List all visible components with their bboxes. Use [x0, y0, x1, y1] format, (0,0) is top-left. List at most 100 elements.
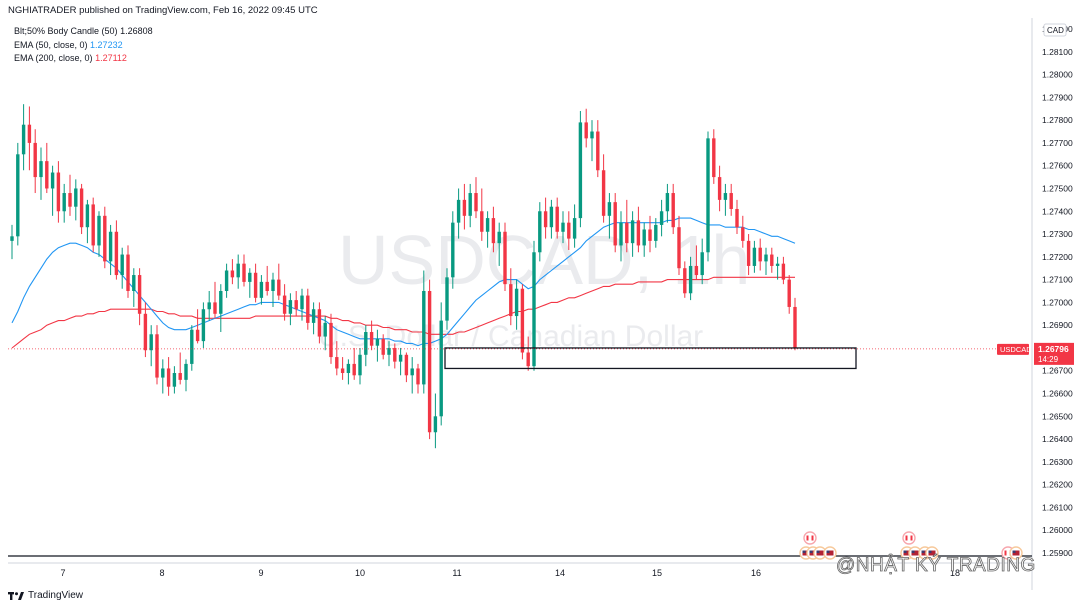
candle[interactable] [462, 183, 467, 230]
candle[interactable] [427, 279, 432, 440]
candle[interactable] [56, 161, 61, 223]
candle[interactable] [398, 347, 403, 376]
candle[interactable] [723, 183, 728, 216]
candle[interactable] [700, 238, 704, 285]
candle[interactable] [39, 147, 43, 200]
candle[interactable] [665, 183, 670, 223]
candle[interactable] [538, 202, 542, 262]
candle[interactable] [62, 183, 66, 223]
currency-badge[interactable]: CAD [1043, 23, 1067, 37]
candle[interactable] [21, 104, 26, 171]
candle[interactable] [149, 325, 153, 367]
price-axis[interactable]: 1.282001.281001.280001.279001.278001.277… [997, 23, 1074, 558]
event-marker-cad[interactable] [902, 531, 916, 545]
candle[interactable] [10, 224, 14, 260]
candle[interactable] [143, 302, 148, 358]
event-marker-usd[interactable] [925, 546, 939, 560]
candle[interactable] [404, 352, 409, 383]
candle[interactable] [758, 238, 762, 271]
candle[interactable] [393, 343, 397, 369]
candle[interactable] [561, 211, 565, 244]
economic-events[interactable] [799, 531, 1023, 560]
legend-row-ema50[interactable]: EMA (50, close, 0) 1.27232 [14, 39, 153, 53]
candle[interactable] [729, 183, 733, 216]
time-axis[interactable]: 7 8 9 10 11 14 15 16 18 [60, 568, 960, 578]
candle[interactable] [277, 263, 281, 301]
candle[interactable] [50, 165, 55, 216]
event-marker-usd[interactable] [823, 546, 837, 560]
candle[interactable] [161, 359, 165, 394]
candle[interactable] [497, 222, 501, 266]
candle[interactable] [781, 256, 786, 285]
candle[interactable] [746, 234, 751, 276]
candle[interactable] [358, 347, 362, 385]
candle[interactable] [74, 179, 78, 221]
candle[interactable] [468, 183, 472, 228]
candle[interactable] [155, 325, 159, 385]
legend-row-ema200[interactable]: EMA (200, close, 0) 1.27112 [14, 52, 153, 66]
candle[interactable] [543, 197, 548, 239]
candle[interactable] [787, 275, 791, 314]
candle[interactable] [555, 197, 559, 239]
candle[interactable] [282, 284, 287, 321]
support-zone-rectangle[interactable] [444, 347, 857, 370]
candle[interactable] [642, 222, 646, 257]
candle[interactable] [706, 131, 710, 262]
candle[interactable] [346, 359, 351, 385]
candle[interactable] [578, 111, 583, 228]
candle[interactable] [671, 183, 675, 235]
candle[interactable] [294, 291, 298, 317]
candle[interactable] [114, 220, 119, 280]
candle[interactable] [549, 199, 554, 239]
candle[interactable] [584, 108, 588, 148]
candle[interactable] [108, 224, 113, 276]
candle[interactable] [688, 256, 693, 301]
candle[interactable] [509, 268, 513, 326]
candle[interactable] [271, 272, 275, 307]
candle[interactable] [166, 357, 171, 396]
candle[interactable] [387, 341, 391, 367]
candle[interactable] [103, 206, 107, 269]
candle[interactable] [717, 165, 722, 212]
candle[interactable] [694, 245, 699, 280]
event-marker-usd[interactable] [813, 546, 827, 560]
candle[interactable] [132, 268, 136, 307]
candle[interactable] [288, 293, 293, 326]
candle[interactable] [775, 256, 780, 280]
candle[interactable] [572, 204, 577, 248]
candle[interactable] [375, 329, 380, 362]
candle[interactable] [219, 284, 223, 333]
candle[interactable] [230, 259, 235, 285]
candle[interactable] [381, 334, 385, 360]
candle[interactable] [242, 254, 246, 287]
candle[interactable] [340, 357, 345, 380]
candle[interactable] [317, 302, 322, 344]
candle[interactable] [45, 142, 49, 194]
legend-row-body-candle[interactable]: Blt;50% Body Candle (50) 1.26808 [14, 25, 153, 39]
candle[interactable] [416, 363, 420, 394]
candle[interactable] [567, 211, 571, 250]
candle[interactable] [248, 268, 252, 298]
candle[interactable] [97, 211, 101, 257]
candle[interactable] [712, 129, 716, 184]
candle[interactable] [752, 240, 757, 273]
event-marker-usd[interactable] [1009, 546, 1023, 560]
candle[interactable] [300, 288, 304, 321]
candle[interactable] [311, 302, 316, 335]
candle[interactable] [520, 284, 525, 360]
candle[interactable] [741, 215, 745, 248]
candle[interactable] [422, 270, 426, 394]
candle[interactable] [596, 120, 600, 178]
candle[interactable] [491, 206, 496, 253]
candle[interactable] [137, 268, 142, 326]
candle[interactable] [503, 222, 507, 291]
candle[interactable] [184, 359, 188, 392]
candle[interactable] [195, 309, 200, 344]
candle[interactable] [172, 366, 177, 394]
candle[interactable] [625, 199, 629, 253]
candle[interactable] [485, 211, 490, 248]
candle[interactable] [352, 347, 356, 380]
candle[interactable] [213, 281, 217, 319]
candle[interactable] [178, 352, 182, 385]
